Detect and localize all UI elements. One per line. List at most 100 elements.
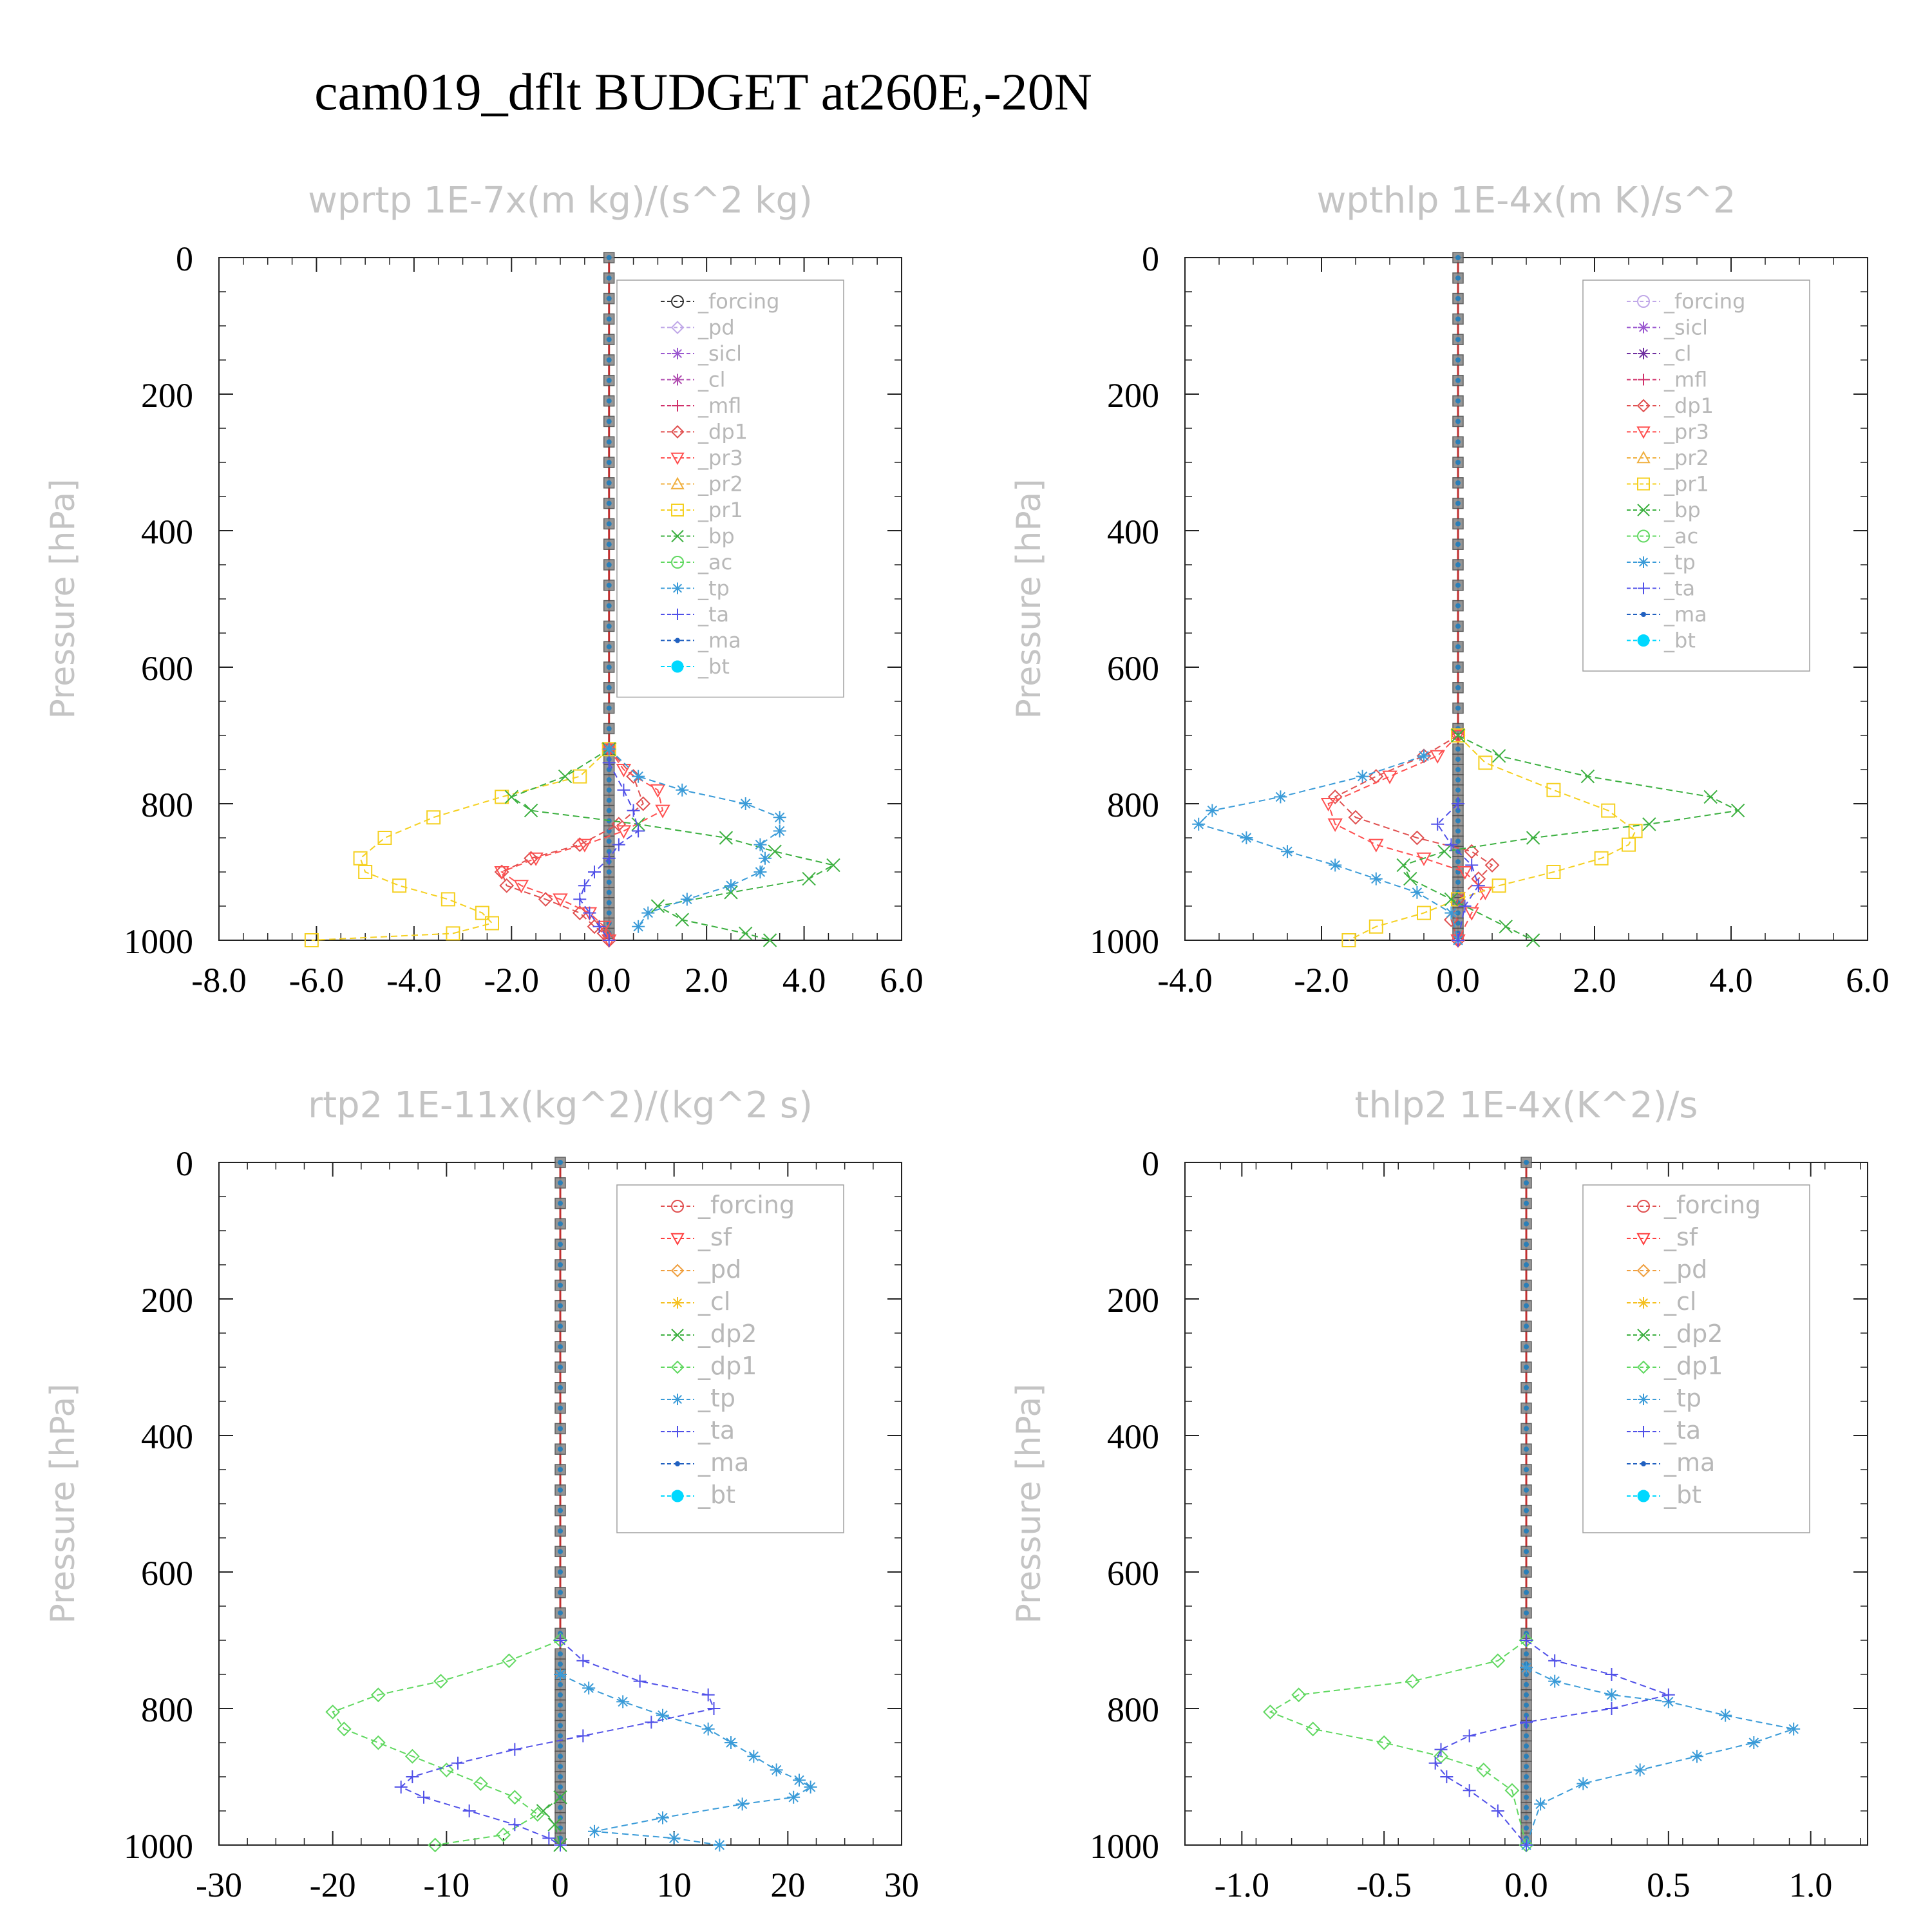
- legend-label: _ma: [697, 629, 741, 653]
- x-tick-label: 0.0: [1436, 961, 1480, 999]
- zero-marker: [606, 275, 612, 281]
- y-tick-label: 1000: [1090, 1827, 1159, 1866]
- y-tick-label: 800: [141, 1690, 193, 1729]
- legend-swatch-marker: [1638, 321, 1649, 334]
- x-tick-label: -10: [423, 1866, 469, 1904]
- data-point: [627, 804, 640, 817]
- data-point: [701, 1722, 715, 1736]
- zero-marker: [558, 1426, 563, 1432]
- legend-swatch-marker: [1638, 556, 1649, 568]
- data-point: [1477, 886, 1493, 900]
- legend-entry: _pr3: [1627, 420, 1709, 444]
- x-tick-label: 6.0: [1846, 961, 1889, 999]
- legend-entry: _forcing: [1627, 1191, 1761, 1219]
- x-tick-label: -0.5: [1356, 1866, 1411, 1904]
- zero-marker: [1524, 1446, 1529, 1452]
- x-tick-label: 30: [884, 1866, 919, 1904]
- zero-marker: [558, 1467, 563, 1472]
- zero-marker: [558, 1549, 563, 1555]
- y-tick-label: 200: [1107, 376, 1159, 415]
- data-point: [1520, 1839, 1533, 1852]
- data-point: [826, 858, 840, 873]
- legend-swatch-marker: [1637, 634, 1650, 647]
- zero-marker: [1524, 1528, 1529, 1534]
- zero-marker: [1455, 879, 1461, 885]
- data-point: [680, 893, 694, 906]
- data-point: [667, 1832, 681, 1845]
- data-point: [576, 1729, 590, 1743]
- zero-marker: [1524, 1282, 1529, 1288]
- legend-label: _pd: [697, 1255, 741, 1283]
- zero-marker: [1524, 1508, 1529, 1513]
- zero-marker: [606, 439, 612, 445]
- legend-swatch-marker: [671, 1329, 684, 1341]
- data-point: [1403, 871, 1417, 886]
- data-point: [650, 784, 666, 798]
- legend-swatch-marker: [1638, 374, 1649, 386]
- legend-entry: _bt: [1627, 629, 1696, 653]
- legend-label: _cl: [1663, 1287, 1696, 1316]
- zero-marker: [606, 767, 612, 772]
- zero-marker: [1524, 1365, 1529, 1370]
- data-point: [1263, 1704, 1278, 1719]
- data-point: [612, 838, 625, 851]
- legend-label: _dp1: [697, 420, 748, 444]
- zero-marker: [1524, 1764, 1529, 1770]
- y-tick-label: 400: [1107, 1417, 1159, 1456]
- panel-title: wprtp 1E-7x(m kg)/(s^2 kg): [308, 180, 813, 222]
- zero-marker: [558, 1303, 563, 1309]
- series-line: [1348, 735, 1636, 941]
- data-point: [1491, 1804, 1504, 1817]
- data-point: [759, 851, 772, 865]
- legend-entry: _ac: [1627, 524, 1698, 549]
- legend-swatch-marker: [1637, 295, 1650, 308]
- data-point: [1444, 906, 1458, 920]
- series_dp1: [325, 1633, 568, 1853]
- legend-swatch-marker: [672, 400, 683, 412]
- data-point: [528, 852, 544, 866]
- zero-marker: [558, 1754, 563, 1759]
- data-point: [616, 764, 632, 778]
- zero-marker: [1524, 1743, 1529, 1749]
- legend-label: _ac: [697, 550, 732, 574]
- data-point: [502, 1653, 516, 1669]
- x-tick-label: -2.0: [1294, 961, 1349, 999]
- zero-marker: [606, 889, 612, 895]
- series-line: [399, 1640, 715, 1846]
- data-point: [508, 1743, 522, 1756]
- data-point: [1690, 1750, 1703, 1763]
- legend-swatch-marker: [672, 1394, 683, 1405]
- data-point: [675, 913, 689, 927]
- zero-marker: [1455, 828, 1461, 834]
- legend-swatch-marker: [675, 1461, 680, 1466]
- data-point: [631, 817, 645, 831]
- y-tick-label: 800: [1107, 1690, 1159, 1729]
- data-point: [394, 1780, 408, 1794]
- legend-entry: _cl: [1627, 341, 1691, 366]
- legend-swatch-marker: [672, 374, 683, 386]
- legend-label: _pd: [1663, 1255, 1707, 1283]
- zero-marker: [1524, 1467, 1529, 1472]
- zero-marker: [1524, 1569, 1529, 1575]
- data-point: [1327, 818, 1343, 832]
- data-point: [753, 866, 767, 878]
- zero-marker: [558, 1508, 563, 1513]
- data-point: [428, 1837, 443, 1853]
- data-point: [325, 1704, 341, 1719]
- y-axis-label: Pressure [hPa]: [1010, 479, 1048, 719]
- zero-marker: [606, 623, 612, 629]
- data-point: [1417, 905, 1431, 920]
- legend-swatch-marker: [672, 609, 683, 620]
- data-point: [1642, 817, 1656, 831]
- zero-marker: [606, 849, 612, 855]
- legend-label: _sf: [1663, 1223, 1699, 1251]
- panel-2: wpthlp 1E-4x(m K)/s^2 Pressure [hPa] 0 200 4…: [1010, 180, 1889, 999]
- data-point: [554, 1634, 567, 1647]
- legend-entry: _mfl: [1627, 368, 1707, 392]
- series-line: [579, 762, 639, 941]
- zero-marker: [606, 603, 612, 609]
- legend-entry: _cl: [1627, 1287, 1696, 1316]
- y-tick-label: 600: [1107, 1554, 1159, 1593]
- data-point: [602, 851, 616, 865]
- zero-marker: [606, 777, 612, 782]
